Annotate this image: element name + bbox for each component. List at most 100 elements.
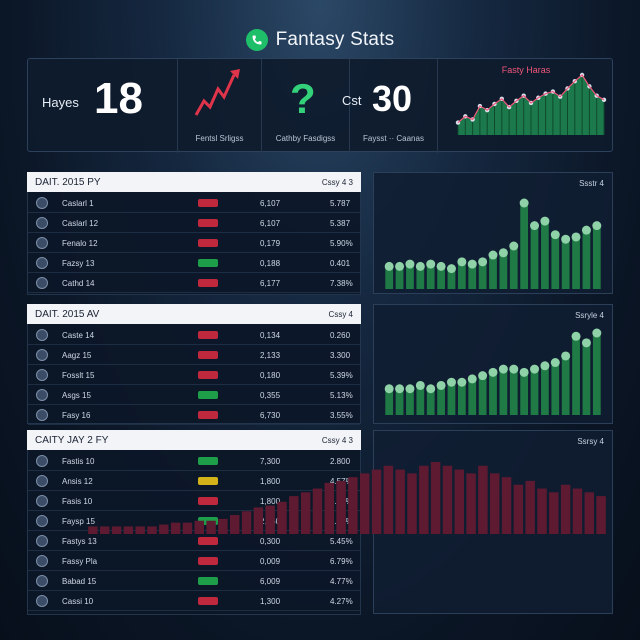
- table-row[interactable]: Babad 15 6,009 4.77%: [28, 572, 360, 591]
- data-point: [436, 261, 446, 271]
- table-row[interactable]: Fastys 13 0,300 5.45%: [28, 532, 360, 551]
- trend-label: Fentsl Srligss: [195, 134, 244, 143]
- data-point: [446, 377, 456, 387]
- data-point: [488, 367, 498, 377]
- data-point: [457, 377, 467, 387]
- status-badge: [198, 351, 218, 359]
- team-logo-icon: [36, 277, 48, 289]
- status-badge: [198, 577, 218, 585]
- table-row[interactable]: Fasy 16 6,730 3.55%: [28, 406, 360, 425]
- table-row[interactable]: Cathd 14 6,177 7.38%: [28, 274, 360, 293]
- team-logo-icon: [36, 555, 48, 567]
- section-header-3[interactable]: CAITY JAY 2 FY Cssy 4 3: [27, 430, 361, 450]
- team-logo-icon: [36, 475, 48, 487]
- section-filter[interactable]: Cssy 4: [328, 309, 353, 319]
- chart-bar: [520, 203, 529, 289]
- stat-value: 0,009: [260, 556, 281, 566]
- team-logo-icon: [36, 595, 48, 607]
- section-filter[interactable]: Cssy 4 3: [321, 435, 353, 445]
- data-point: [446, 264, 456, 274]
- data-point: [571, 331, 581, 341]
- status-badge: [198, 477, 218, 485]
- question-card[interactable]: ? Cathby Fasdigss: [262, 59, 350, 153]
- team-logo-icon: [36, 349, 48, 361]
- chart-panel-3: Ssrsy 4: [373, 430, 613, 614]
- data-point: [415, 380, 425, 390]
- data-point: [540, 361, 550, 371]
- chart-bar: [561, 355, 570, 415]
- mini-chart-title: Fasty Haras: [501, 65, 551, 75]
- player-name: Cathd 14: [62, 278, 95, 288]
- data-point: [530, 221, 540, 231]
- table-row[interactable]: Aagz 15 2,133 3.300: [28, 346, 360, 365]
- chart-bar: [468, 264, 477, 289]
- chart-bar: [437, 385, 445, 415]
- stat-value: 0,355: [260, 390, 281, 400]
- chart-bar: [541, 365, 549, 415]
- table-row[interactable]: Ansis 12 1,800 4.57%: [28, 472, 360, 491]
- table-row[interactable]: Fassy Pla 0,009 6.79%: [28, 552, 360, 571]
- chart-panel-2: Ssryle 4: [373, 304, 613, 424]
- stats-table-3: Fastis 10 7,300 2.800 Ansis 12 1,800 4.57% Fas…: [27, 450, 361, 615]
- table-row[interactable]: Fastis 10 7,300 2.800: [28, 452, 360, 471]
- player-score-card[interactable]: Hayes 18: [28, 59, 178, 153]
- section-header-2[interactable]: DAIT. 2015 AV Cssy 4: [27, 304, 361, 324]
- data-point: [395, 384, 405, 394]
- team-logo-icon: [36, 237, 48, 249]
- table-row[interactable]: Asgs 15 0,355 5.13%: [28, 386, 360, 405]
- player-name: Fosslt 15: [62, 370, 95, 380]
- table-row[interactable]: Fosslt 15 0,180 5.39%: [28, 366, 360, 385]
- table-row[interactable]: Caslarl 1 6,107 5.787: [28, 194, 360, 213]
- data-point: [415, 261, 425, 271]
- table-row[interactable]: Fasis 10 1,800 6.26%: [28, 492, 360, 511]
- stat-value: 0,179: [260, 238, 281, 248]
- stat-percent: 5.387: [330, 218, 351, 228]
- team-logo-icon: [36, 535, 48, 547]
- table-row[interactable]: Fenalo 12 0,179 5.90%: [28, 234, 360, 253]
- data-point: [478, 371, 488, 381]
- data-point: [519, 367, 529, 377]
- table-row[interactable]: Faysp 15 2,160 1.35%: [28, 512, 360, 531]
- chart-bar: [499, 252, 508, 289]
- player-name: Hayes: [42, 95, 79, 110]
- stat-value: 1,800: [260, 496, 281, 506]
- player-name: Fenalo 12: [62, 238, 98, 248]
- status-badge: [198, 279, 218, 287]
- status-badge: [198, 219, 218, 227]
- data-point: [592, 328, 602, 338]
- mini-chart-card[interactable]: Fasty Haras: [438, 59, 614, 153]
- data-point: [457, 257, 467, 267]
- status-badge: [198, 457, 218, 465]
- team-logo-icon: [36, 369, 48, 381]
- table-row[interactable]: Fazsy 13 0,188 0.401: [28, 254, 360, 273]
- section-header-1[interactable]: DAIT. 2015 PY Cssy 4 3: [27, 172, 361, 192]
- table-row[interactable]: Caslarl 12 6,107 5.387: [28, 214, 360, 233]
- chart-bar: [592, 225, 601, 289]
- data-point: [550, 358, 560, 368]
- chart-bar: [541, 221, 549, 289]
- table-row[interactable]: Cassi 10 1,300 4.27%: [28, 592, 360, 611]
- data-point: [426, 259, 436, 269]
- chart-bar: [572, 336, 580, 415]
- data-point: [509, 364, 519, 374]
- chart-bar: [447, 382, 456, 415]
- chart-bar: [416, 385, 425, 415]
- team-logo-icon: [36, 409, 48, 421]
- stat-value: 7,300: [260, 456, 281, 466]
- chart-bar: [416, 266, 425, 289]
- stat-percent: 2.800: [330, 456, 351, 466]
- data-point: [488, 250, 498, 260]
- cost-label: Cst: [342, 93, 362, 108]
- stat-percent: 4.27%: [330, 596, 353, 606]
- trend-card[interactable]: Fentsl Srligss: [178, 59, 262, 153]
- table-row[interactable]: Caste 14 0,134 0.260: [28, 326, 360, 345]
- chart-bar: [520, 372, 529, 415]
- data-point: [395, 261, 405, 271]
- section-filter[interactable]: Cssy 4 3: [321, 177, 353, 187]
- stat-value: 6,730: [260, 410, 281, 420]
- chart-bar: [582, 230, 591, 289]
- status-badge: [198, 259, 218, 267]
- team-logo-icon: [36, 455, 48, 467]
- cost-card[interactable]: Cst 30 Faysst ·· Caanas: [342, 59, 438, 153]
- player-name: Faysp 15: [62, 516, 95, 526]
